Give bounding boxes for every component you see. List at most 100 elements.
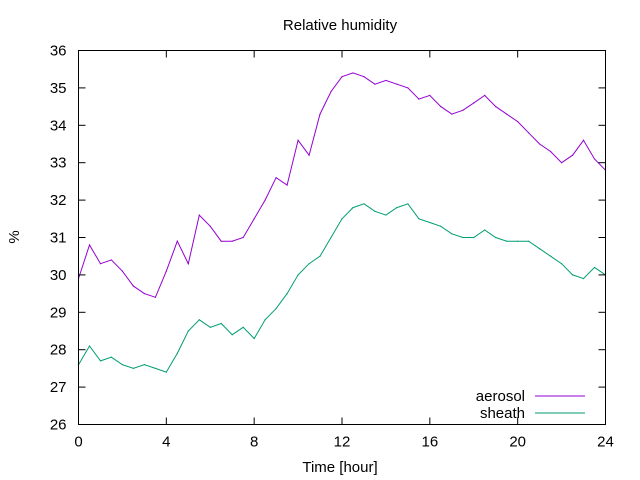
data-point-aerosol	[121, 270, 124, 272]
data-point-aerosol	[517, 120, 519, 123]
data-point-aerosol	[231, 240, 233, 242]
y-tick-label: 32	[50, 192, 67, 209]
data-point-aerosol	[341, 76, 343, 78]
data-point-aerosol	[374, 83, 376, 85]
data-point-sheath	[451, 233, 453, 235]
y-tick-label: 31	[50, 230, 67, 247]
data-point-aerosol	[275, 177, 277, 179]
data-point-sheath	[319, 255, 321, 257]
data-point-aerosol	[198, 214, 200, 216]
data-point-aerosol	[407, 87, 409, 89]
data-point-sheath	[308, 263, 310, 265]
y-tick-label: 29	[50, 304, 67, 321]
data-point-aerosol	[550, 150, 552, 153]
data-point-aerosol	[330, 91, 332, 93]
data-point-aerosol	[187, 263, 189, 265]
data-point-aerosol	[571, 154, 574, 156]
data-point-aerosol	[110, 259, 113, 261]
data-point-sheath	[385, 214, 387, 216]
data-point-sheath	[440, 225, 442, 227]
data-point-sheath	[495, 236, 497, 239]
data-point-aerosol	[154, 296, 156, 298]
data-point-sheath	[231, 334, 233, 336]
data-point-aerosol	[582, 139, 585, 141]
data-point-aerosol	[319, 113, 321, 115]
x-tick-label: 24	[597, 434, 614, 451]
data-point-aerosol	[99, 263, 102, 265]
data-point-sheath	[407, 203, 409, 205]
data-point-aerosol	[264, 199, 266, 201]
y-tick-label: 33	[50, 155, 67, 172]
data-point-sheath	[560, 263, 563, 265]
data-point-sheath	[132, 367, 134, 369]
data-point-aerosol	[593, 158, 596, 160]
data-point-sheath	[275, 307, 277, 310]
legend-label-sheath: sheath	[480, 405, 525, 422]
y-tick-label: 28	[50, 342, 67, 359]
series-line-sheath	[78, 203, 606, 373]
data-point-aerosol	[220, 240, 222, 242]
data-point-aerosol	[242, 236, 244, 239]
x-tick-label: 16	[421, 434, 438, 451]
data-point-aerosol	[429, 94, 431, 96]
data-point-aerosol	[297, 139, 299, 141]
data-point-aerosol	[88, 244, 91, 246]
y-tick-label: 36	[50, 43, 67, 60]
data-point-aerosol	[462, 109, 464, 111]
y-axis-label: %	[6, 230, 23, 243]
data-point-aerosol	[253, 218, 255, 220]
data-point-sheath	[418, 218, 420, 220]
plot-area	[77, 72, 607, 373]
data-point-aerosol	[440, 106, 442, 108]
y-tick-label: 34	[50, 117, 67, 134]
data-point-aerosol	[396, 83, 398, 85]
x-tick-label: 8	[250, 434, 258, 451]
data-point-aerosol	[352, 72, 354, 74]
data-point-sheath	[253, 337, 255, 340]
data-point-sheath	[582, 278, 585, 280]
data-point-sheath	[242, 326, 244, 328]
data-point-aerosol	[209, 225, 211, 227]
data-point-sheath	[539, 248, 541, 250]
data-point-aerosol	[473, 102, 475, 104]
data-point-sheath	[88, 345, 91, 347]
x-axis-label: Time [hour]	[302, 459, 377, 476]
x-tick-label: 0	[74, 434, 82, 451]
data-point-sheath	[473, 236, 475, 239]
series-line-aerosol	[78, 72, 606, 298]
data-point-sheath	[165, 371, 167, 373]
data-point-aerosol	[308, 154, 310, 156]
data-point-sheath	[396, 206, 398, 209]
x-tick-label: 12	[334, 434, 351, 451]
legend-label-aerosol: aerosol	[476, 388, 525, 405]
y-tick-label: 35	[50, 80, 67, 97]
data-point-sheath	[176, 352, 178, 355]
data-point-sheath	[297, 274, 299, 276]
data-point-aerosol	[506, 113, 508, 115]
data-point-aerosol	[451, 113, 453, 115]
data-point-sheath	[154, 367, 156, 369]
data-point-aerosol	[176, 240, 178, 242]
data-point-sheath	[462, 236, 464, 239]
data-point-sheath	[187, 330, 189, 332]
data-point-sheath	[374, 210, 376, 212]
data-point-sheath	[330, 236, 332, 239]
data-point-aerosol	[560, 162, 563, 164]
data-point-aerosol	[132, 285, 134, 287]
data-point-aerosol	[418, 98, 420, 100]
data-point-sheath	[286, 293, 288, 295]
data-point-aerosol	[385, 79, 387, 82]
data-point-aerosol	[495, 106, 497, 108]
data-point-sheath	[506, 240, 508, 242]
data-point-sheath	[593, 266, 596, 269]
data-point-sheath	[484, 229, 486, 231]
axes: 0 4 8 12 16 20 24 26 27 28 29 30 31 32 33 34 35 36	[50, 43, 614, 451]
data-point-sheath	[143, 364, 145, 366]
data-point-sheath	[429, 221, 431, 224]
data-point-sheath	[352, 206, 354, 209]
data-point-sheath	[528, 240, 530, 242]
plot-frame	[78, 50, 606, 425]
data-point-aerosol	[539, 143, 541, 145]
